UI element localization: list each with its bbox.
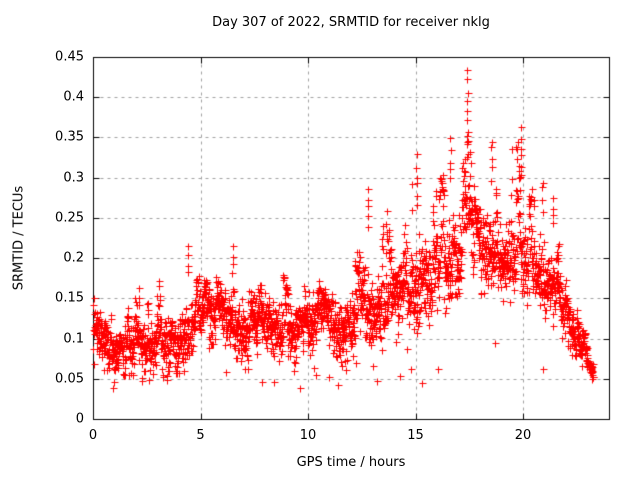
x-tick-label: 10 <box>299 428 317 443</box>
x-axis-label: GPS time / hours <box>296 455 406 470</box>
y-tick-label: 0.4 <box>63 89 84 105</box>
y-axis-label: SRMTID / TECUs <box>11 185 27 291</box>
y-tick-label: 0.45 <box>55 49 84 65</box>
y-tick-label: 0.2 <box>63 250 84 266</box>
y-tick-label: 0 <box>75 411 84 427</box>
x-tick-label: 15 <box>407 428 424 443</box>
y-tick-label: 0.15 <box>55 290 84 306</box>
y-tick-label: 0.3 <box>63 170 84 186</box>
y-tick-label: 0.25 <box>55 210 84 226</box>
x-tick-label: 5 <box>196 428 205 443</box>
x-tick-label: 20 <box>514 428 532 443</box>
chart-title: Day 307 of 2022, SRMTID for receiver nkl… <box>212 15 490 30</box>
y-tick-label: 0.35 <box>55 129 84 145</box>
y-tick-label: 0.05 <box>55 371 84 387</box>
x-tick-label: 0 <box>88 428 98 443</box>
y-tick-label: 0.1 <box>63 331 84 347</box>
